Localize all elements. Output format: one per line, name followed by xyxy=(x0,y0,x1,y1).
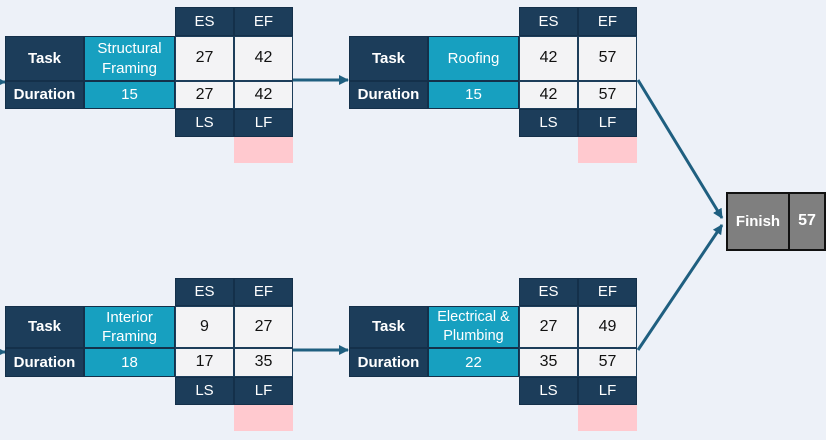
ls-value: 35 xyxy=(519,348,578,377)
slack-indicator xyxy=(578,405,637,431)
duration-label: Duration xyxy=(349,81,428,109)
task-name: Roofing xyxy=(428,36,519,81)
lf-header: LF xyxy=(578,109,637,137)
lf-header: LF xyxy=(234,377,293,405)
es-header: ES xyxy=(175,278,234,306)
ef-header: EF xyxy=(234,7,293,36)
arrow-roofing-to-finish xyxy=(636,79,724,219)
ef-value: 57 xyxy=(578,36,637,81)
ef-header: EF xyxy=(578,278,637,306)
ls-value: 17 xyxy=(175,348,234,377)
finish-value: 57 xyxy=(788,192,826,251)
duration-value: 22 xyxy=(428,348,519,377)
lf-value: 57 xyxy=(578,348,637,377)
lf-value: 35 xyxy=(234,348,293,377)
es-value: 42 xyxy=(519,36,578,81)
ls-header: LS xyxy=(175,109,234,137)
finish-label: Finish xyxy=(726,192,790,251)
task-label: Task xyxy=(349,36,428,81)
lf-value: 57 xyxy=(578,81,637,109)
duration-value: 15 xyxy=(84,81,175,109)
task-name: Structural Framing xyxy=(84,36,175,81)
ls-value: 42 xyxy=(519,81,578,109)
ef-value: 27 xyxy=(234,306,293,348)
node-electrical-plumbing: ES EF Task Electrical & Plumbing 27 49 D… xyxy=(349,278,637,436)
es-value: 9 xyxy=(175,306,234,348)
duration-value: 15 xyxy=(428,81,519,109)
ls-header: LS xyxy=(519,377,578,405)
task-label: Task xyxy=(349,306,428,348)
slack-indicator xyxy=(234,137,293,163)
ef-value: 49 xyxy=(578,306,637,348)
lf-header: LF xyxy=(234,109,293,137)
es-header: ES xyxy=(519,278,578,306)
node-interior-framing: ES EF Task Interior Framing 9 27 Duratio… xyxy=(5,278,293,436)
node-roofing: ES EF Task Roofing 42 57 Duration 15 42 … xyxy=(349,7,637,165)
slack-indicator xyxy=(578,137,637,163)
node-finish: Finish 57 xyxy=(726,192,826,251)
lf-value: 42 xyxy=(234,81,293,109)
ef-header: EF xyxy=(578,7,637,36)
ls-header: LS xyxy=(175,377,234,405)
task-name: Interior Framing xyxy=(84,306,175,348)
slack-indicator xyxy=(234,405,293,431)
ef-header: EF xyxy=(234,278,293,306)
task-label: Task xyxy=(5,306,84,348)
node-structural-framing: ES EF Task Structural Framing 27 42 Dura… xyxy=(5,7,293,165)
es-value: 27 xyxy=(519,306,578,348)
ef-value: 42 xyxy=(234,36,293,81)
task-name: Electrical & Plumbing xyxy=(428,306,519,348)
es-header: ES xyxy=(519,7,578,36)
es-value: 27 xyxy=(175,36,234,81)
duration-label: Duration xyxy=(349,348,428,377)
arrow-electrical-to-finish xyxy=(636,224,724,351)
ls-value: 27 xyxy=(175,81,234,109)
ls-header: LS xyxy=(519,109,578,137)
task-label: Task xyxy=(5,36,84,81)
duration-label: Duration xyxy=(5,81,84,109)
duration-value: 18 xyxy=(84,348,175,377)
lf-header: LF xyxy=(578,377,637,405)
es-header: ES xyxy=(175,7,234,36)
duration-label: Duration xyxy=(5,348,84,377)
